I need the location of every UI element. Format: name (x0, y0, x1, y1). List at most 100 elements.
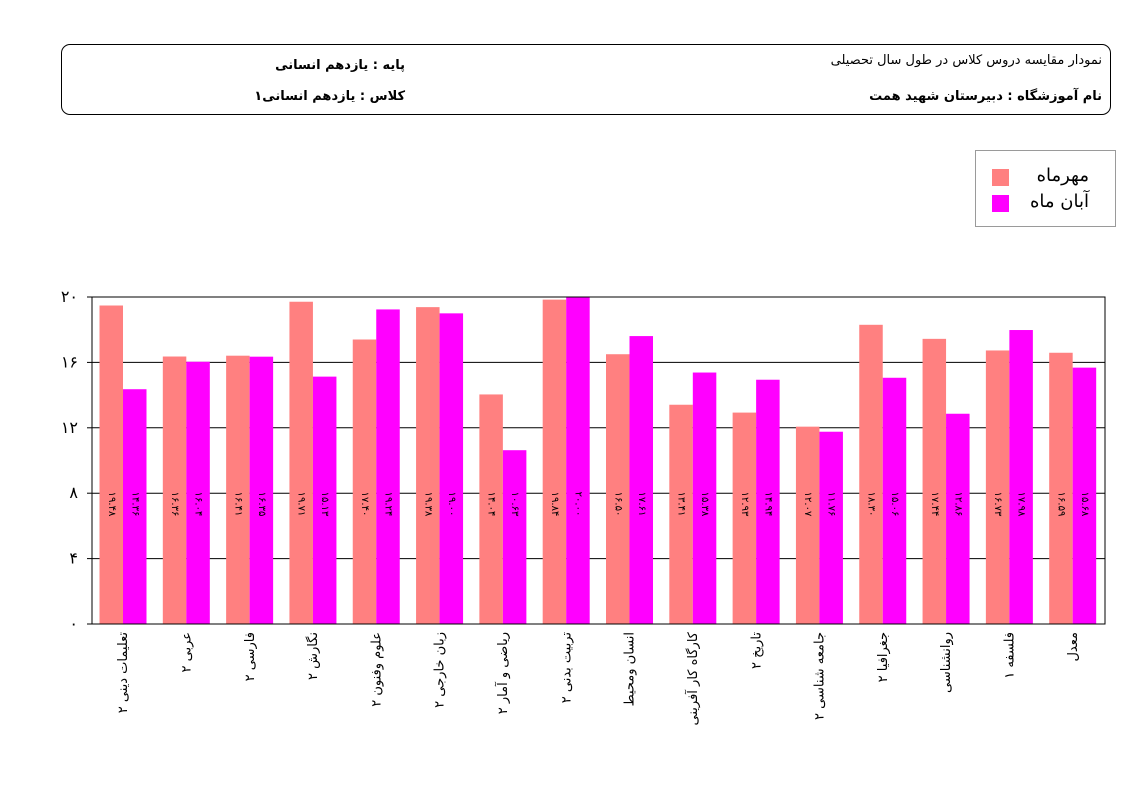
data-label: ۱۵.۱۳ (319, 492, 330, 517)
data-label: ۱۷.۹۸ (1016, 492, 1027, 517)
class-label: کلاس : (359, 89, 405, 104)
data-label: ۱۶.۳۵ (256, 492, 267, 517)
school-label: نام آموزشگاه : (1007, 89, 1102, 104)
legend-swatch-series2 (992, 195, 1009, 212)
bar (732, 412, 757, 624)
category-label: کارگاه کار آفرینی (684, 631, 701, 725)
category-label: نگارش ۲ (305, 632, 321, 680)
y-tick-label: ۲۰ (61, 287, 78, 306)
data-label: ۱۷.۴۴ (929, 492, 940, 517)
category-label: ریاضی و آمار ۲ (494, 632, 511, 714)
category-label: جامعه شناسی ۲ (813, 632, 828, 720)
school-value: دبیرستان شهید همت (869, 89, 1003, 104)
report-header: نمودار مقایسه دروس کلاس در طول سال تحصیل… (61, 44, 1111, 115)
data-label: ۱۶.۰۴ (193, 492, 204, 517)
data-label: ۱۷.۶۱ (636, 492, 647, 517)
bar (1009, 330, 1033, 624)
grade-value: یازدهم انسانی (275, 58, 369, 73)
bar (669, 404, 693, 624)
bar (985, 350, 1010, 624)
bar (692, 372, 717, 624)
grade-field: پایه : یازدهم انسانی (275, 58, 405, 73)
category-label: زبان خارجی ۲ (433, 632, 448, 708)
y-tick-label: ۰ (69, 614, 78, 633)
bar (882, 377, 907, 624)
bar (249, 356, 274, 624)
data-label: ۱۴.۹۴ (762, 492, 773, 517)
data-label: ۱۲.۰۷ (802, 492, 813, 517)
data-label: ۱۶.۴۱ (232, 492, 243, 517)
data-label: ۱۵.۰۶ (889, 492, 900, 517)
y-tick-label: ۱۶ (61, 352, 78, 371)
bar (819, 431, 843, 624)
data-label: ۱۱.۷۶ (826, 492, 837, 517)
bar (99, 305, 123, 624)
bar (162, 356, 187, 624)
legend-label-series2: آبان ماه (1030, 191, 1089, 212)
bar (439, 313, 464, 624)
class-field: کلاس : یازدهم انسانی۱ (254, 89, 405, 104)
category-label: عربی ۲ (179, 632, 194, 673)
bar (226, 355, 250, 624)
data-label: ۱۶.۵۰ (612, 492, 623, 517)
bar (946, 413, 970, 624)
data-label: ۱۹.۸۴ (549, 492, 560, 517)
data-label: ۱۶.۳۶ (169, 492, 180, 517)
category-label: علوم وفنون ۲ (369, 632, 384, 707)
bar (756, 379, 780, 624)
chart-legend: مهرماه آبان ماه (975, 150, 1116, 227)
data-label: ۱۲.۹۳ (739, 492, 750, 517)
chart-title: نمودار مقایسه دروس کلاس در طول سال تحصیل… (830, 53, 1102, 68)
bar (186, 361, 210, 624)
y-tick-label: ۴ (69, 549, 78, 568)
bar (859, 324, 883, 624)
data-label: ۱۹.۳۸ (422, 492, 433, 517)
bar (376, 309, 400, 624)
category-label: فارسی ۲ (243, 632, 258, 681)
bar (312, 376, 337, 624)
legend-label-series1: مهرماه (1036, 165, 1089, 186)
data-label: ۱۸.۳۰ (866, 492, 877, 517)
data-label: ۱۹.۰۰ (446, 492, 457, 517)
data-label: ۱۵.۶۸ (1079, 492, 1090, 517)
data-label: ۱۶.۵۹ (1055, 492, 1066, 517)
category-label: تعلیمات دینی ۲ (116, 632, 131, 714)
category-label: جغرافیا ۲ (876, 632, 891, 682)
grade-label: پایه : (372, 58, 405, 73)
bar (606, 354, 630, 624)
y-tick-label: ۸ (69, 483, 78, 502)
category-label: معدل (1066, 632, 1081, 662)
data-label: ۱۲.۸۶ (952, 492, 963, 517)
data-label: ۱۰.۶۳ (509, 492, 520, 517)
data-label: ۱۹.۲۴ (383, 492, 394, 517)
bar (123, 389, 147, 624)
data-label: ۱۷.۴۰ (359, 492, 370, 517)
legend-swatch-series1 (992, 169, 1009, 186)
bar (795, 426, 820, 624)
bar (1072, 367, 1097, 624)
plot-border (91, 296, 1106, 625)
category-label: فلسفه ۱ (1003, 632, 1018, 679)
data-label: ۱۳.۴۱ (676, 492, 687, 517)
data-label: ۱۹.۴۸ (106, 492, 117, 517)
category-label: تربیت بدنی ۲ (559, 632, 574, 704)
bar (542, 299, 567, 624)
y-tick-label: ۱۲ (61, 418, 78, 437)
bar (289, 301, 313, 624)
class-value: یازدهم انسانی۱ (254, 89, 356, 104)
data-label: ۱۴.۳۶ (129, 492, 140, 517)
data-label: ۱۵.۳۸ (699, 492, 710, 517)
bar (629, 336, 653, 624)
bar (566, 297, 590, 624)
legend-item-series2: آبان ماه (976, 191, 1117, 217)
category-label: انسان ومحیط (623, 632, 638, 706)
bar (416, 307, 440, 624)
bar (502, 450, 527, 624)
category-label: روانشناسی (939, 632, 954, 693)
category-label: تاریخ ۲ (749, 632, 764, 669)
legend-item-series1: مهرماه (976, 165, 1117, 191)
school-field: نام آموزشگاه : دبیرستان شهید همت (869, 89, 1102, 104)
bar (922, 338, 947, 624)
data-label: ۱۹.۷۱ (296, 492, 307, 517)
